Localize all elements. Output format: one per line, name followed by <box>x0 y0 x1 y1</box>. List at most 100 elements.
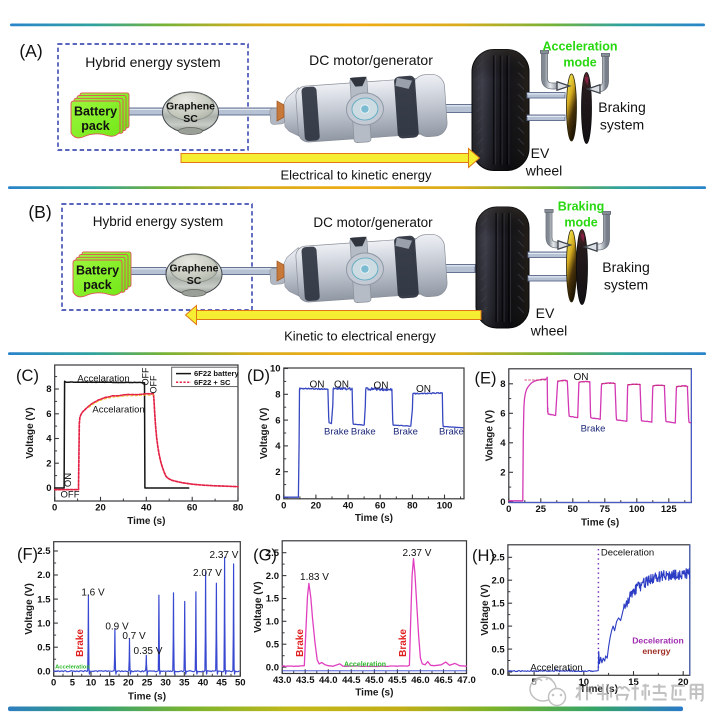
svg-text:Graphene: Graphene <box>169 263 218 275</box>
svg-text:ON: ON <box>63 473 74 487</box>
svg-text:80: 80 <box>407 500 418 511</box>
svg-text:OFF: OFF <box>149 375 159 393</box>
svg-text:DC motor/generator: DC motor/generator <box>309 52 433 68</box>
svg-text:45.5: 45.5 <box>388 675 407 686</box>
svg-text:Brake: Brake <box>398 629 409 657</box>
svg-text:pack: pack <box>83 278 112 292</box>
svg-text:system: system <box>600 117 644 133</box>
svg-text:SC: SC <box>183 113 198 125</box>
svg-text:1.5: 1.5 <box>37 594 51 605</box>
svg-text:60: 60 <box>375 500 386 511</box>
svg-text:0: 0 <box>51 678 56 689</box>
svg-text:(C): (C) <box>16 367 39 385</box>
svg-text:43.5: 43.5 <box>296 675 315 686</box>
svg-text:(D): (D) <box>247 367 270 385</box>
svg-text:46.5: 46.5 <box>434 675 453 686</box>
svg-text:15: 15 <box>628 677 639 688</box>
svg-text:100: 100 <box>629 504 645 515</box>
svg-text:SC: SC <box>187 275 202 287</box>
svg-text:0: 0 <box>52 503 57 514</box>
svg-text:5: 5 <box>70 678 76 689</box>
svg-text:Hybrid energy system: Hybrid energy system <box>85 54 220 70</box>
svg-text:(B): (B) <box>28 202 51 222</box>
svg-text:0: 0 <box>46 483 51 494</box>
svg-text:(G): (G) <box>253 547 277 565</box>
svg-text:Hybrid energy system: Hybrid energy system <box>93 214 224 229</box>
svg-text:Brake: Brake <box>295 629 306 657</box>
svg-text:6: 6 <box>500 409 505 420</box>
svg-text:20: 20 <box>123 678 134 689</box>
svg-text:mode: mode <box>563 56 596 70</box>
svg-text:2.07 V: 2.07 V <box>193 568 222 579</box>
svg-text:45: 45 <box>216 678 227 689</box>
svg-text:44.0: 44.0 <box>319 675 338 686</box>
svg-text:Voltage (V): Voltage (V) <box>25 407 36 458</box>
svg-text:0.7 V: 0.7 V <box>122 631 146 642</box>
svg-text:EV: EV <box>536 305 555 321</box>
svg-text:50: 50 <box>235 678 246 689</box>
svg-text:45.0: 45.0 <box>365 675 384 686</box>
svg-text:2: 2 <box>500 468 505 479</box>
svg-text:0.9 V: 0.9 V <box>105 622 129 633</box>
svg-text:2.5: 2.5 <box>37 546 51 557</box>
svg-text:0.5: 0.5 <box>266 639 280 650</box>
svg-text:Time (s): Time (s) <box>580 684 618 695</box>
svg-text:44.5: 44.5 <box>342 675 361 686</box>
svg-text:1.6 V: 1.6 V <box>81 588 105 599</box>
svg-text:0: 0 <box>275 493 280 504</box>
svg-text:10: 10 <box>579 677 590 688</box>
svg-text:8: 8 <box>275 390 280 401</box>
svg-text:0: 0 <box>500 497 505 508</box>
svg-text:46.0: 46.0 <box>411 675 430 686</box>
svg-text:1.0: 1.0 <box>37 618 50 629</box>
svg-text:75: 75 <box>600 504 611 515</box>
svg-text:1.83 V: 1.83 V <box>300 572 329 583</box>
svg-text:6: 6 <box>46 409 51 420</box>
svg-text:0: 0 <box>281 500 286 511</box>
svg-text:ON: ON <box>374 381 389 392</box>
svg-text:40: 40 <box>343 500 354 511</box>
svg-text:2.0: 2.0 <box>266 571 279 582</box>
svg-text:Time (s): Time (s) <box>355 513 393 524</box>
svg-text:Voltage (V): Voltage (V) <box>253 581 264 632</box>
svg-text:4: 4 <box>275 441 281 452</box>
svg-text:energy: energy <box>642 646 670 656</box>
svg-text:43.0: 43.0 <box>273 675 292 686</box>
svg-text:15: 15 <box>104 678 115 689</box>
svg-text:4: 4 <box>500 438 506 449</box>
svg-text:1.5: 1.5 <box>491 598 505 609</box>
svg-text:Brake: Brake <box>393 427 418 438</box>
svg-text:0.5: 0.5 <box>491 644 505 655</box>
svg-text:80: 80 <box>233 503 244 514</box>
svg-text:20: 20 <box>95 503 106 514</box>
svg-text:8: 8 <box>46 384 51 395</box>
svg-text:0.35 V: 0.35 V <box>134 646 163 657</box>
svg-text:Accelaration: Accelaration <box>77 374 129 385</box>
svg-text:wheel: wheel <box>530 323 568 339</box>
svg-text:20: 20 <box>678 677 689 688</box>
svg-text:2.0: 2.0 <box>491 575 504 586</box>
svg-text:(E): (E) <box>475 370 497 388</box>
svg-text:Time (s): Time (s) <box>127 516 165 527</box>
svg-text:2.37 V: 2.37 V <box>403 548 432 559</box>
svg-text:pack: pack <box>81 119 110 133</box>
svg-text:Battery: Battery <box>74 105 117 119</box>
svg-text:30: 30 <box>160 678 171 689</box>
svg-text:mode: mode <box>564 216 597 230</box>
svg-text:8: 8 <box>500 379 505 390</box>
svg-text:wheel: wheel <box>525 163 563 179</box>
svg-text:10: 10 <box>270 364 281 375</box>
svg-text:Brake: Brake <box>75 629 86 657</box>
svg-text:EV: EV <box>531 145 550 161</box>
svg-text:Deceleration: Deceleration <box>632 636 684 646</box>
svg-text:Time (s): Time (s) <box>355 688 393 699</box>
svg-text:40: 40 <box>198 678 209 689</box>
svg-text:40: 40 <box>141 503 152 514</box>
svg-text:4: 4 <box>46 434 52 445</box>
svg-text:2.37 V: 2.37 V <box>210 550 239 561</box>
svg-text:OFF: OFF <box>61 490 80 501</box>
svg-text:47.0: 47.0 <box>457 675 476 686</box>
svg-text:125: 125 <box>661 504 678 515</box>
svg-text:2.0: 2.0 <box>37 570 50 581</box>
svg-text:ON: ON <box>416 384 431 395</box>
